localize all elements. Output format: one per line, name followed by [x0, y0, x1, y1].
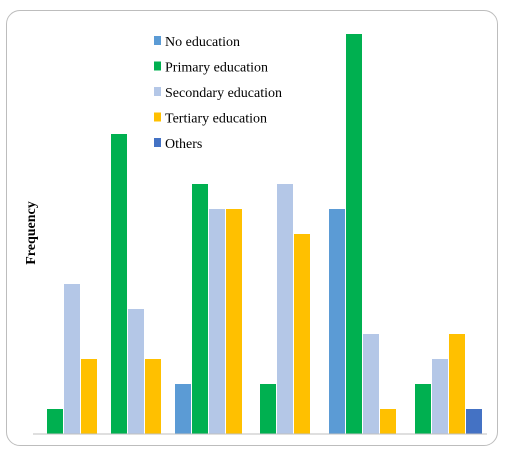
bar-group6-others: [466, 409, 482, 434]
bar-group2-secondary-education: [128, 309, 144, 434]
bar-group4-secondary-education: [277, 184, 293, 434]
bar-group4-tertiary-education: [294, 234, 310, 434]
bar-group3-no-education: [175, 384, 191, 434]
bar-group6-tertiary-education: [449, 334, 465, 434]
bar-group1-primary-education: [47, 409, 63, 434]
legend-label-primary-education: Primary education: [165, 61, 268, 76]
bars-layer: [47, 34, 482, 434]
bar-chart: Frequency No education Primary education S…: [24, 34, 487, 435]
bar-group6-secondary-education: [432, 359, 448, 434]
bar-group1-secondary-education: [64, 284, 80, 434]
bar-group2-primary-education: [111, 134, 127, 434]
bar-group3-secondary-education: [209, 209, 225, 434]
bar-group3-primary-education: [192, 184, 208, 434]
bar-group6-primary-education: [415, 384, 431, 434]
bar-group3-tertiary-education: [226, 209, 242, 434]
legend-label-no-education: No education: [165, 35, 240, 50]
legend: No education Primary education Secondary e…: [154, 35, 282, 152]
y-axis-label: Frequency: [24, 201, 39, 265]
legend-label-tertiary-education: Tertiary education: [165, 112, 267, 127]
legend-swatch-tertiary-education: [154, 112, 161, 122]
bar-group5-secondary-education: [363, 334, 379, 434]
bar-group2-tertiary-education: [145, 359, 161, 434]
bar-group1-tertiary-education: [81, 359, 97, 434]
legend-swatch-no-education: [154, 36, 161, 45]
bar-group5-tertiary-education: [380, 409, 396, 434]
legend-swatch-primary-education: [154, 61, 161, 71]
chart-frame: Frequency No education Primary education S…: [6, 10, 498, 446]
bar-group4-primary-education: [260, 384, 276, 434]
legend-swatch-others: [154, 138, 161, 147]
bar-group5-primary-education: [346, 34, 362, 434]
bar-group5-no-education: [329, 209, 345, 434]
legend-label-others: Others: [165, 137, 202, 152]
legend-label-secondary-education: Secondary education: [165, 86, 282, 101]
legend-swatch-secondary-education: [154, 87, 161, 96]
